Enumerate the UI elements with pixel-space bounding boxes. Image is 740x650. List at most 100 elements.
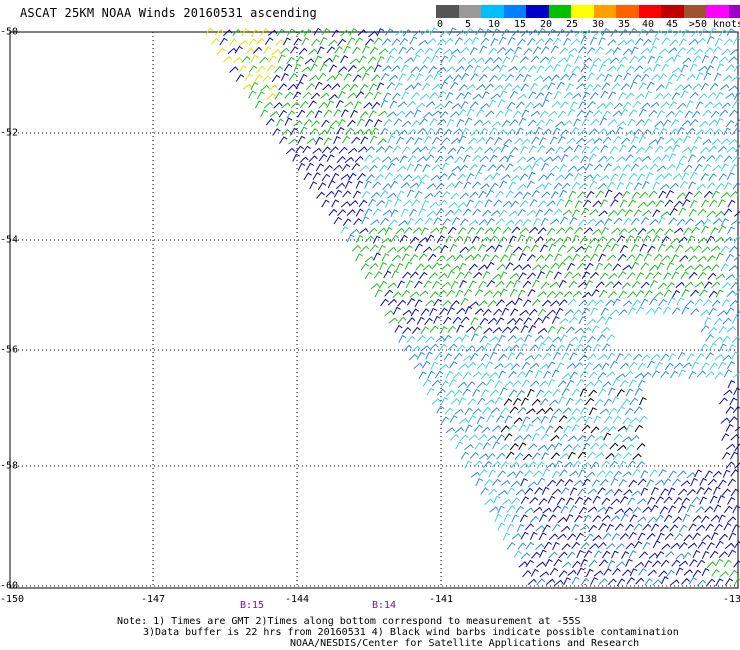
note-line-2: 3)Data buffer is 22 hrs from 20160531 4)… (143, 627, 679, 638)
wind-barb (731, 351, 740, 360)
wind-barb (575, 137, 586, 145)
wind-barb (612, 263, 622, 271)
wind-barb (655, 514, 664, 522)
wind-barb (397, 101, 407, 108)
wind-barb (679, 524, 688, 533)
wind-barb (624, 407, 634, 416)
wind-barb (356, 66, 367, 73)
wind-barb (684, 191, 693, 200)
wind-barb (664, 532, 674, 540)
wind-barb (729, 190, 739, 198)
wind-barb (686, 488, 696, 496)
wind-barb (485, 110, 495, 118)
wind-barb (435, 182, 445, 190)
wind-barb (588, 153, 597, 162)
legend-label: 40 (641, 19, 655, 30)
wind-barb (489, 235, 498, 243)
wind-barb (359, 165, 369, 172)
wind-barb (703, 281, 713, 289)
wind-barb (540, 46, 550, 54)
wind-barb (244, 73, 253, 82)
wind-barb (453, 208, 463, 216)
wind-barb (472, 271, 483, 279)
wind-barb (681, 146, 692, 153)
wind-barb (663, 514, 673, 522)
wind-barb (593, 109, 603, 117)
wind-barb (625, 443, 635, 451)
wind-barb (722, 317, 732, 325)
wind-barb (556, 326, 565, 334)
legend-swatch (593, 5, 616, 18)
wind-barb (559, 317, 569, 325)
wind-barb (338, 146, 348, 154)
wind-barb (272, 128, 281, 136)
wind-barb (295, 81, 304, 90)
wind-barb (418, 39, 428, 46)
wind-barb (710, 227, 719, 235)
wind-barb (238, 65, 247, 73)
wind-barb (402, 271, 411, 279)
wind-barb (568, 316, 578, 324)
wind-barb (638, 567, 647, 576)
wind-barb (611, 82, 621, 90)
wind-barb (558, 396, 566, 405)
wind-barb (423, 111, 433, 119)
wind-barb (306, 137, 317, 144)
wind-barb (674, 137, 683, 145)
wind-barb (589, 63, 598, 72)
wind-barb (414, 163, 422, 172)
wind-barb (459, 279, 467, 289)
wind-barb (458, 135, 467, 144)
wind-barb (726, 172, 735, 181)
wind-barb (619, 379, 629, 388)
wind-barb (601, 82, 611, 90)
wind-barb (478, 300, 488, 307)
wind-barb (526, 423, 534, 432)
wind-barb (656, 110, 665, 119)
wind-barb (560, 525, 571, 533)
wind-barb (653, 306, 662, 315)
wind-barb (422, 360, 431, 369)
wind-barb (640, 262, 650, 270)
wind-barb (605, 155, 615, 163)
wind-barb (613, 217, 623, 225)
wind-barb (347, 37, 356, 45)
wind-barb (331, 199, 340, 208)
wind-barb (556, 81, 565, 90)
wind-barb (730, 219, 740, 226)
wind-barb (440, 244, 449, 253)
wind-barb (583, 550, 593, 558)
wind-barb (669, 524, 679, 532)
wind-barb (635, 37, 644, 46)
wind-barb (327, 180, 336, 189)
legend-swatch (481, 5, 504, 18)
wind-barb (528, 171, 536, 180)
wind-barb (733, 254, 740, 261)
wind-barb (365, 38, 374, 46)
wind-barb (326, 46, 336, 54)
wind-barb (602, 244, 611, 252)
wind-barb (392, 291, 402, 299)
wind-barb (646, 228, 656, 235)
wind-barb (451, 216, 460, 225)
wind-barb (412, 82, 422, 90)
wind-barb (625, 92, 635, 100)
wind-barb (501, 326, 511, 334)
wind-barb (406, 100, 417, 108)
lon-label: -144 (284, 594, 310, 605)
wind-barb (518, 442, 527, 451)
wind-barb (726, 290, 736, 297)
wind-barb (629, 397, 639, 405)
wind-barb (340, 109, 349, 118)
wind-barb (595, 281, 605, 289)
wind-barb (629, 514, 638, 523)
wind-barb (734, 91, 740, 100)
wind-barb (675, 162, 684, 171)
wind-barb (687, 235, 696, 244)
wind-barb (627, 307, 636, 316)
wind-barb (447, 270, 455, 279)
wind-barb (290, 101, 300, 109)
wind-barb (340, 225, 349, 234)
wind-barb (599, 174, 610, 181)
wind-barb (663, 289, 672, 297)
